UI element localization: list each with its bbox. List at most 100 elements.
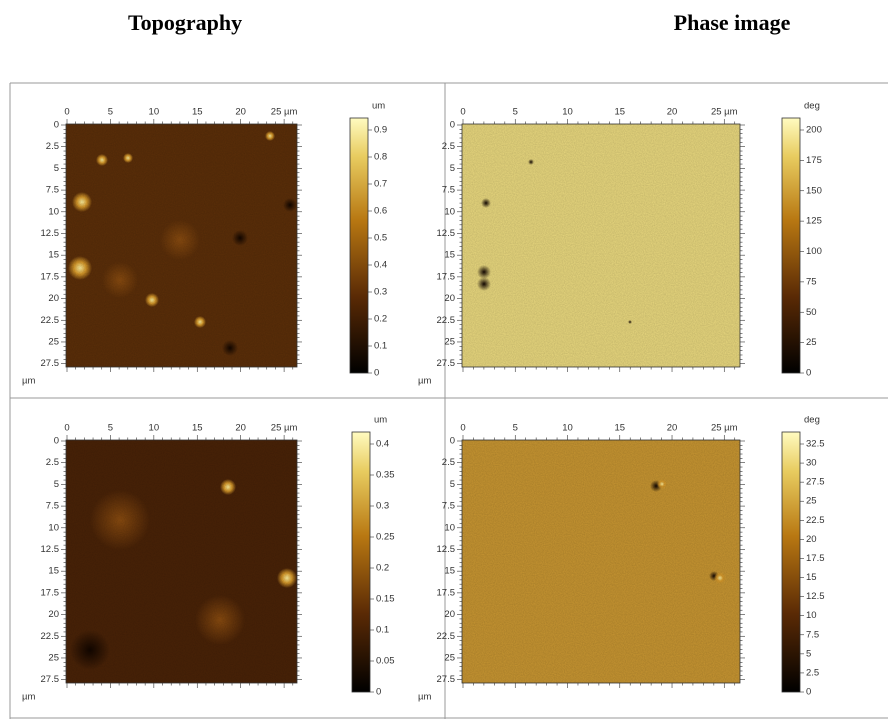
y-tick-label: 15 (48, 250, 59, 261)
colorbar-tick-label: 30 (806, 458, 817, 469)
y-tick-label: 5 (54, 163, 59, 174)
y-tick-label: 10 (48, 522, 59, 533)
x-tick-label: 10 (562, 423, 573, 434)
x-tick-label: 20 (667, 107, 678, 118)
colorbar-tick-label: 0.25 (376, 532, 395, 543)
y-tick-label: 0 (54, 436, 59, 447)
y-tick-label: 12.5 (437, 544, 456, 555)
y-tick-label: 2.5 (46, 457, 59, 468)
colorbar-tick-label: 100 (806, 246, 822, 257)
x-tick-label: 0 (64, 423, 69, 434)
y-tick-label: 7.5 (442, 185, 455, 196)
y-tick-label: 15 (444, 566, 455, 577)
image-texture (462, 440, 740, 683)
y-tick-label: 0 (450, 120, 455, 131)
colorbar-tick-label: 0 (806, 368, 811, 379)
x-tick-label: 5 (108, 423, 113, 434)
colorbar-tick-label: 0.35 (376, 470, 395, 481)
y-tick-label: 10 (444, 522, 455, 533)
image-frame (461, 123, 741, 368)
colorbar-tick-label: 15 (806, 572, 817, 583)
image-texture (66, 124, 297, 367)
image-texture (66, 440, 297, 683)
colorbar-tick-label: 0.15 (376, 594, 395, 605)
y-tick-label: 22.5 (41, 315, 60, 326)
y-tick-label: 20 (48, 293, 59, 304)
colorbar-tick-label: 200 (806, 125, 822, 136)
y-tick-label: 2.5 (442, 141, 455, 152)
x-tick-label: 25 µm (711, 107, 738, 118)
colorbar-tick-label: 0 (806, 687, 811, 698)
x-tick-label: 10 (562, 107, 573, 118)
colorbar-tick-label: 0.5 (374, 233, 387, 244)
y-tick-label: 22.5 (437, 315, 456, 326)
colorbar-tick-label: 0.1 (374, 341, 387, 352)
y-unit: µm (22, 376, 35, 387)
colorbar-tick-label: 17.5 (806, 553, 825, 564)
x-tick-label: 25 µm (271, 423, 298, 434)
colorbar-tick-label: 25 (806, 496, 817, 507)
colorbar (351, 431, 371, 693)
colorbar-tick-label: 22.5 (806, 515, 825, 526)
y-tick-label: 12.5 (437, 228, 456, 239)
colorbar-unit: deg (804, 101, 820, 112)
y-tick-label: 17.5 (437, 271, 456, 282)
y-tick-label: 17.5 (41, 271, 60, 282)
y-tick-label: 5 (450, 163, 455, 174)
x-tick-label: 0 (64, 107, 69, 118)
colorbar-tick-label: 0.6 (374, 206, 387, 217)
y-tick-label: 2.5 (442, 457, 455, 468)
colorbar-unit: um (374, 415, 387, 426)
y-tick-label: 2.5 (46, 141, 59, 152)
y-tick-label: 7.5 (46, 501, 59, 512)
colorbar-tick-label: 75 (806, 276, 817, 287)
y-tick-label: 27.5 (41, 674, 60, 685)
y-tick-label: 20 (444, 293, 455, 304)
colorbar-tick-label: 0.8 (374, 152, 387, 163)
colorbar-tick-label: 0 (376, 687, 381, 698)
colorbar-tick-label: 10 (806, 610, 817, 621)
colorbar-tick-label: 0.4 (374, 260, 387, 271)
y-tick-label: 5 (450, 479, 455, 490)
colorbar-tick-label: 175 (806, 155, 822, 166)
image-texture (462, 124, 740, 367)
y-tick-label: 7.5 (46, 185, 59, 196)
colorbar-tick-label: 125 (806, 216, 822, 227)
x-tick-label: 5 (513, 423, 518, 434)
x-tick-label: 0 (460, 423, 465, 434)
x-tick-label: 20 (235, 423, 246, 434)
y-tick-label: 20 (48, 609, 59, 620)
y-tick-label: 25 (48, 652, 59, 663)
colorbar (781, 117, 801, 374)
colorbar-tick-label: 12.5 (806, 591, 825, 602)
colorbar-tick-label: 0.4 (376, 439, 389, 450)
colorbar-tick-label: 7.5 (806, 629, 819, 640)
column-header: Phase image (674, 10, 791, 35)
colorbar-tick-label: 50 (806, 307, 817, 318)
image-frame (461, 439, 741, 684)
colorbar-tick-label: 25 (806, 337, 817, 348)
y-tick-label: 10 (444, 206, 455, 217)
x-tick-label: 10 (149, 107, 160, 118)
colorbar-tick-label: 0.3 (376, 501, 389, 512)
colorbar-tick-label: 0.3 (374, 287, 387, 298)
x-tick-label: 5 (513, 107, 518, 118)
x-tick-label: 0 (460, 107, 465, 118)
x-tick-label: 15 (192, 107, 203, 118)
y-unit: µm (418, 376, 431, 387)
y-tick-label: 7.5 (442, 501, 455, 512)
y-unit: µm (418, 692, 431, 703)
y-tick-label: 0 (450, 436, 455, 447)
image-frame (65, 439, 298, 684)
y-tick-label: 15 (444, 250, 455, 261)
colorbar-tick-label: 32.5 (806, 439, 825, 450)
y-unit: µm (22, 692, 35, 703)
y-tick-label: 27.5 (437, 358, 456, 369)
y-tick-label: 25 (444, 652, 455, 663)
y-tick-label: 20 (444, 609, 455, 620)
colorbar-tick-label: 0.9 (374, 125, 387, 136)
colorbar (349, 117, 369, 374)
colorbar-unit: um (372, 101, 385, 112)
y-tick-label: 17.5 (437, 587, 456, 598)
